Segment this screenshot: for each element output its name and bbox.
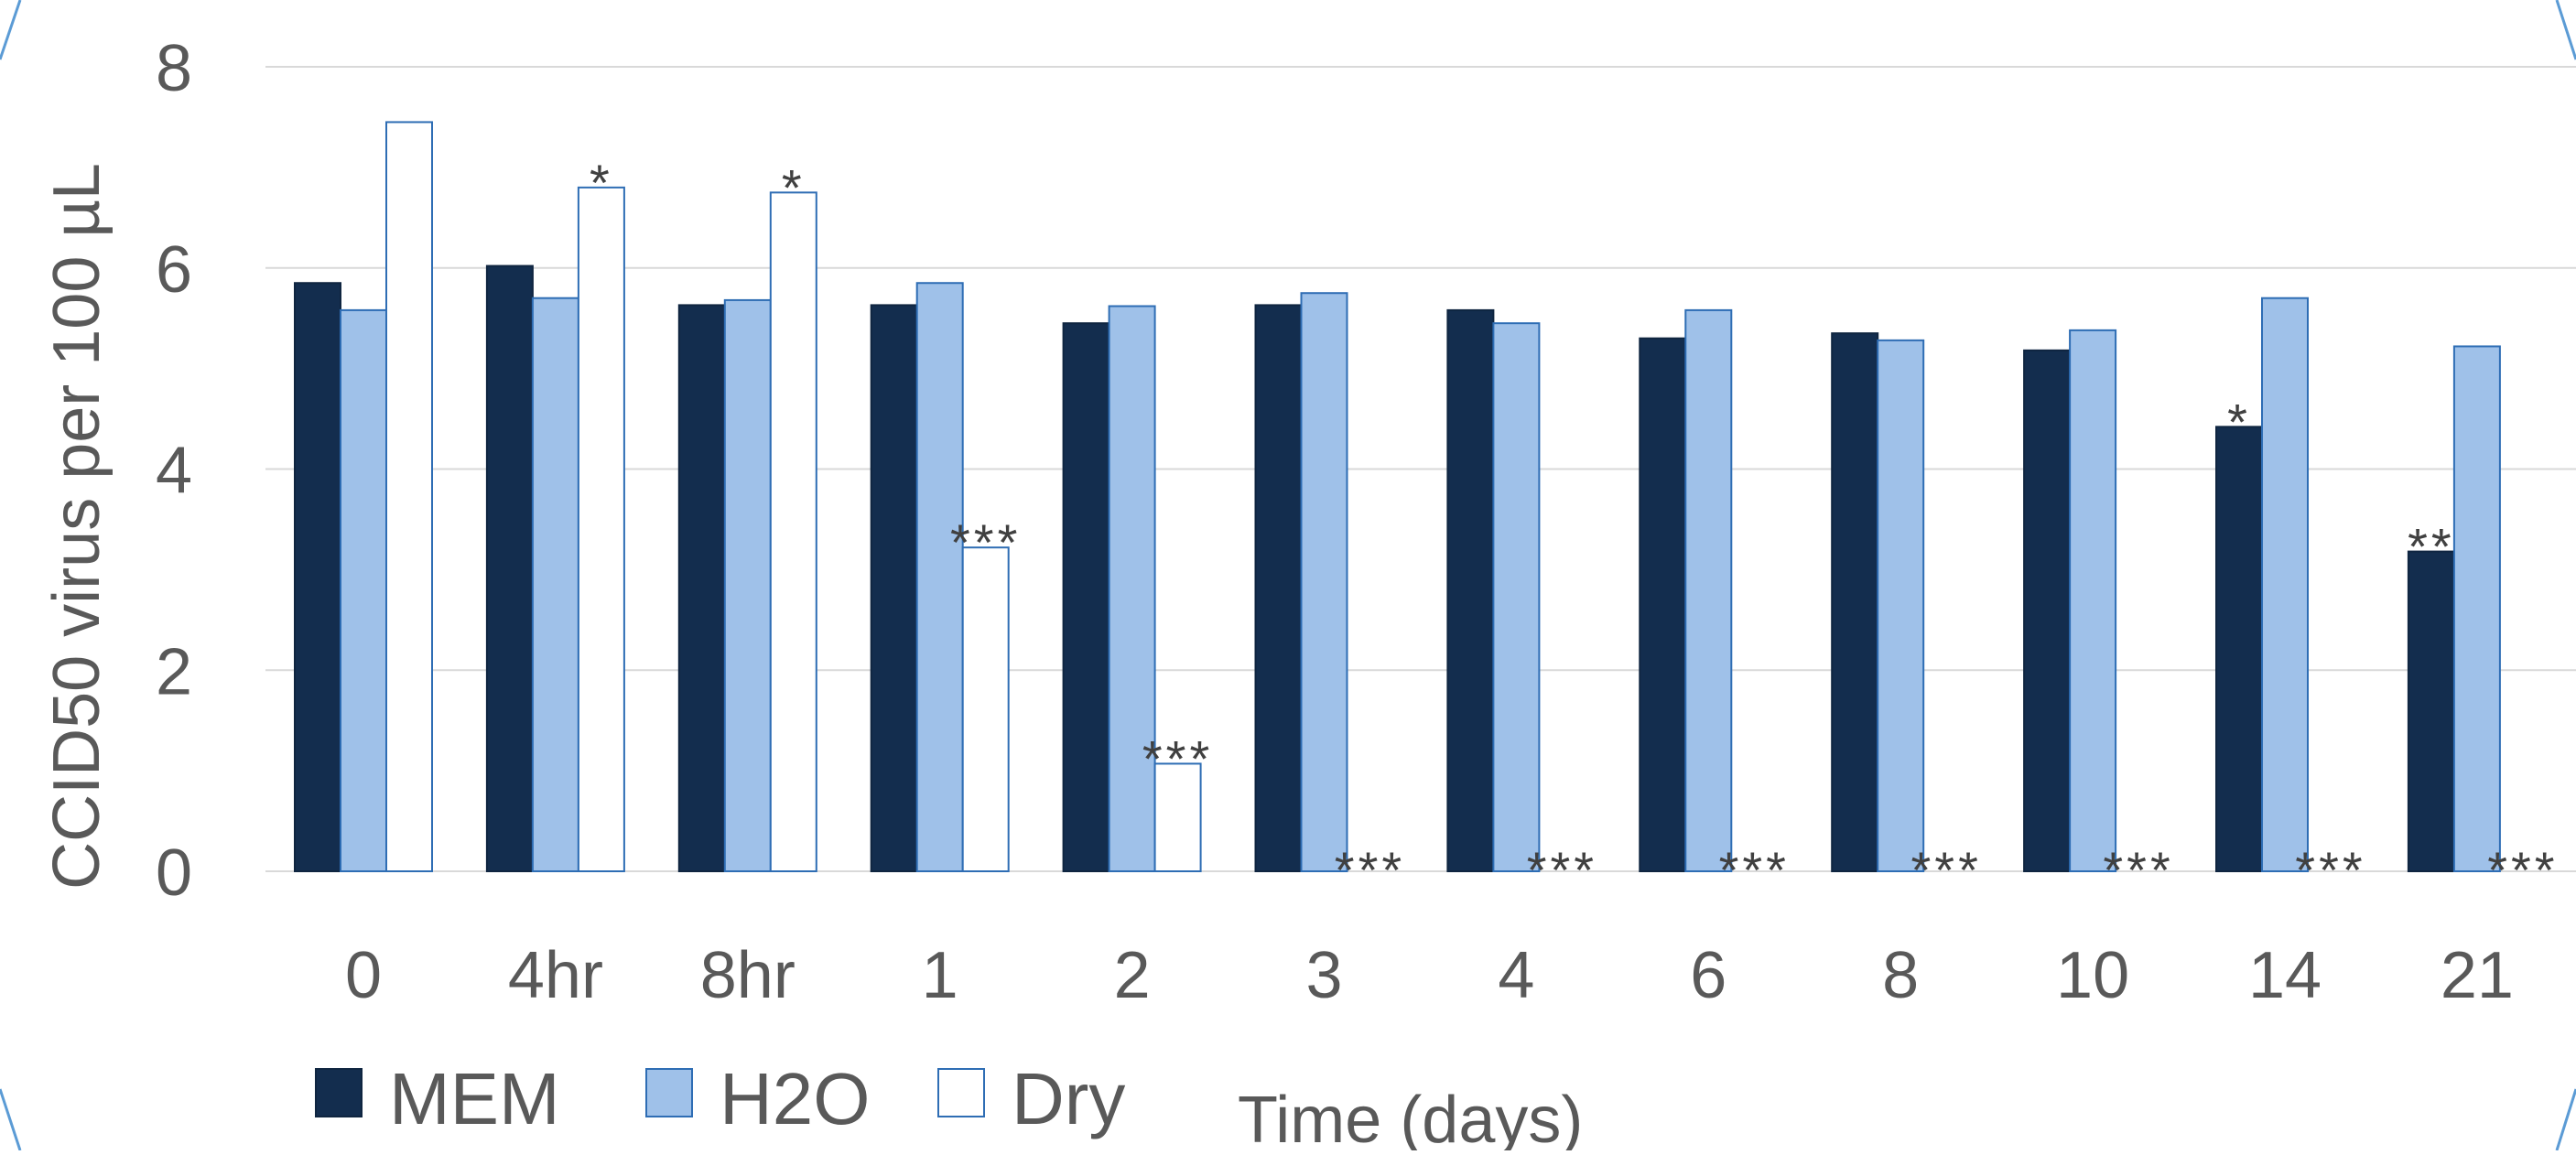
bar-h2o-3	[1300, 292, 1348, 872]
bar-dry-0	[385, 121, 433, 872]
bar-mem-6	[1639, 337, 1687, 873]
bar-mem-4hr	[485, 264, 534, 872]
legend-swatch-mem	[315, 1068, 363, 1117]
legend-label-h2o: H2O	[720, 1058, 871, 1139]
legend: MEM H2O Dry	[315, 1058, 1125, 1139]
legend-label-mem: MEM	[389, 1058, 560, 1139]
x-tick-label: 21	[2441, 939, 2514, 1012]
significance-marker: ***	[1335, 841, 1405, 899]
bar-h2o-21	[2452, 345, 2501, 872]
bar-dry-4hr	[577, 186, 625, 873]
significance-marker: ***	[2295, 841, 2365, 899]
x-tick-label: 4	[1498, 939, 1534, 1012]
y-tick-label: 8	[156, 32, 192, 105]
x-axis-tick-labels: 0 4hr 8hr 1 2 3 4 6 8 10 14 21	[345, 939, 2514, 1012]
significance-marker: ***	[1719, 841, 1790, 899]
legend-swatch-dry	[937, 1068, 985, 1117]
bar-h2o-6	[1684, 308, 1733, 872]
bar-h2o-4hr	[531, 297, 579, 872]
gridlines	[265, 66, 2576, 872]
x-tick-label: 3	[1305, 939, 1342, 1012]
x-tick-label: 6	[1690, 939, 1726, 1012]
bar-dry-1	[961, 546, 1010, 872]
bar-h2o-2	[1108, 305, 1156, 872]
frame-corner-top-right	[2555, 0, 2576, 60]
bar-mem-10	[2023, 349, 2072, 873]
y-axis-tick-labels: 0 2 4 6 8	[156, 32, 192, 910]
frame-corner-bottom-right	[2555, 1088, 2576, 1151]
x-tick-label: 10	[2056, 939, 2129, 1012]
significance-marker: ***	[1911, 841, 1982, 899]
frame-corner-bottom-left	[0, 1088, 22, 1151]
x-tick-label: 14	[2248, 939, 2322, 1012]
significance-marker: ***	[2103, 841, 2173, 899]
x-tick-label: 8	[1882, 939, 1919, 1012]
bar-dry-2	[1153, 762, 1202, 873]
x-tick-label: 2	[1114, 939, 1151, 1012]
legend-label-dry: Dry	[1012, 1058, 1125, 1139]
y-tick-label: 0	[156, 837, 192, 910]
bar-mem-8hr	[677, 304, 726, 872]
significance-marker: **	[2408, 518, 2455, 576]
significance-marker: ***	[1527, 841, 1597, 899]
x-tick-label: 4hr	[508, 939, 603, 1012]
x-axis-title: Time (days)	[1238, 1084, 1583, 1150]
bar-mem-8	[1831, 332, 1879, 872]
y-tick-label: 4	[156, 435, 192, 508]
bar-h2o-10	[2069, 329, 2117, 872]
bar-mem-14	[2215, 426, 2263, 872]
y-tick-label: 2	[156, 635, 192, 708]
bar-mem-1	[870, 304, 918, 872]
y-tick-label: 6	[156, 233, 192, 307]
bar-h2o-8hr	[723, 298, 772, 873]
bar-mem-3	[1254, 304, 1303, 872]
legend-swatch-h2o	[645, 1068, 693, 1117]
y-axis-title: CCID50 virus per 100 µL	[40, 163, 114, 890]
bar-dry-8hr	[769, 191, 817, 872]
x-tick-label: 1	[922, 939, 958, 1012]
significance-marker: *	[590, 154, 613, 211]
x-tick-label: 0	[345, 939, 382, 1012]
bar-h2o-4	[1492, 322, 1541, 872]
bar-mem-4	[1446, 308, 1495, 872]
bar-mem-2	[1062, 322, 1110, 872]
significance-annotations: * ********** *** *** *** ************	[590, 154, 2558, 899]
bar-h2o-1	[915, 282, 964, 872]
bar-h2o-14	[2261, 297, 2309, 872]
frame-corner-top-left	[0, 0, 22, 60]
x-tick-label: 8hr	[700, 939, 796, 1012]
significance-marker: *	[782, 158, 806, 216]
bars	[294, 121, 2501, 873]
significance-marker: ***	[2487, 841, 2558, 899]
bar-h2o-0	[340, 308, 387, 872]
significance-marker: ***	[1142, 729, 1213, 787]
bar-mem-0	[294, 282, 341, 872]
significance-marker: ***	[950, 513, 1021, 571]
bar-h2o-8	[1877, 339, 1925, 872]
bar-mem-21	[2407, 550, 2455, 872]
significance-marker: *	[2227, 393, 2251, 450]
